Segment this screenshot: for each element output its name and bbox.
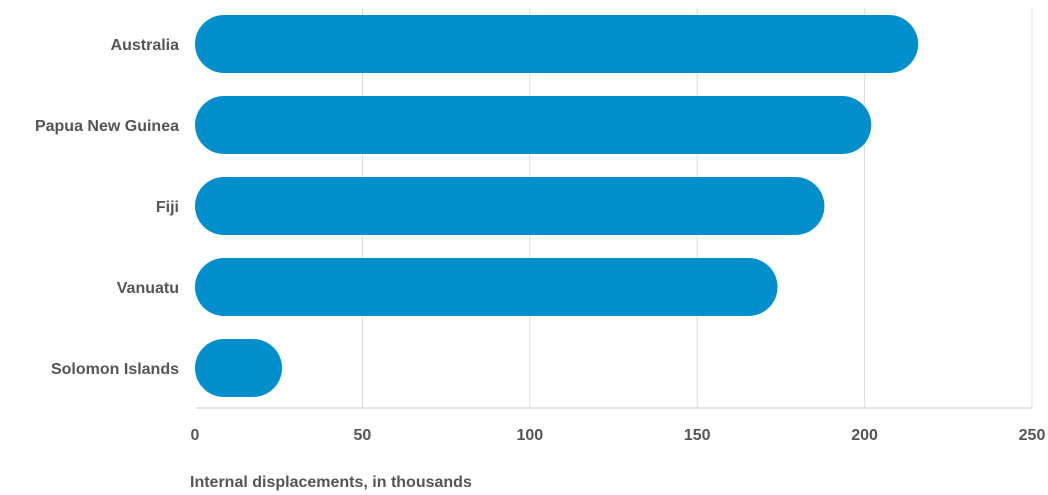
bar-fiji	[195, 177, 825, 235]
x-axis-title: Internal displacements, in thousands	[190, 474, 472, 491]
x-tick-label: 50	[354, 427, 372, 444]
x-tick-label: 100	[516, 427, 543, 444]
bar-papua-new-guinea	[195, 96, 872, 154]
category-labels: Australia Papua New Guinea Fiji Vanuatu Solo…	[35, 37, 179, 378]
bar-layer	[195, 15, 919, 397]
category-label: Australia	[111, 37, 180, 54]
category-label: Vanuatu	[117, 280, 179, 297]
x-tick-label: 250	[1019, 427, 1046, 444]
category-label: Papua New Guinea	[35, 118, 179, 135]
x-tick-label: 200	[851, 427, 878, 444]
bar-vanuatu	[195, 258, 778, 316]
bar-solomon-islands	[195, 339, 283, 397]
category-label: Fiji	[156, 199, 179, 216]
bar-australia	[195, 15, 919, 73]
x-tick-label: 150	[684, 427, 711, 444]
category-label: Solomon Islands	[51, 361, 179, 378]
x-tick-label: 0	[191, 427, 200, 444]
x-tick-labels: 0 50 100 150 200 250	[191, 427, 1046, 444]
